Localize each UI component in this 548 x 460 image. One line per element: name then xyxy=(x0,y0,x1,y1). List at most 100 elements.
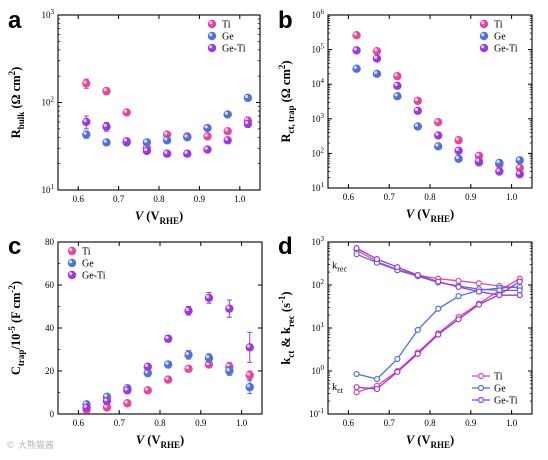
data-point-Ge xyxy=(142,138,152,147)
data-point-Ge xyxy=(393,91,402,101)
data-point-Ge-Ti-rec xyxy=(394,264,401,271)
data-point-Ge-Ti xyxy=(223,136,232,145)
data-point-Ti-highlight xyxy=(165,376,169,380)
x-tick-label: 0.6 xyxy=(343,192,355,202)
data-point-Ge-Ti-highlight xyxy=(83,404,87,408)
x-tick-label: 0.8 xyxy=(154,418,166,428)
x-tick-label: 0.7 xyxy=(384,192,396,202)
data-point-Ge-Ti-highlight xyxy=(455,147,459,151)
y-tick-label: 100 xyxy=(312,364,325,376)
x-axis-title: V (VRHE) xyxy=(135,209,183,226)
legend-label-Ti: Ti xyxy=(82,247,91,258)
data-point-Ti xyxy=(143,386,152,395)
data-point-Ge xyxy=(413,122,422,131)
legend-marker-Ge-Ti xyxy=(477,396,485,404)
data-point-Ge-Ti xyxy=(184,306,193,315)
legend-marker-Ge-Ti-highlight xyxy=(209,45,213,49)
data-point-Ge-highlight xyxy=(204,125,208,129)
data-point-Ge-Ti xyxy=(102,396,112,406)
y-axis-title: kct & krec (s-1) xyxy=(277,291,296,364)
data-point-Ge-highlight xyxy=(455,155,459,160)
data-point-Ge-Ti xyxy=(143,362,152,371)
data-point-Ge-ct xyxy=(455,293,462,300)
data-point-Ti-highlight xyxy=(374,48,378,52)
panel-letter-b: b xyxy=(278,7,293,34)
data-point-Ge-Ti-highlight xyxy=(516,171,521,175)
data-point-Ge xyxy=(515,156,524,165)
y-tick-label: 80 xyxy=(45,237,55,247)
panel-d: d 0.6 0.7 0.8 0.9 1.0 10-1 100 101 102 103 V (VRHE)… xyxy=(277,233,533,450)
data-point-Ge-Ti-rec xyxy=(496,292,503,299)
panel-b: b 0.6 0.7 0.8 0.9 1.0 101 102 103 104 105 106 V (VRH… xyxy=(277,7,533,224)
data-point-Ti-highlight xyxy=(124,400,128,404)
data-point-Ge-Ti-ct xyxy=(475,301,483,308)
data-point-Ge-Ti-highlight xyxy=(226,305,230,309)
data-point-Ge-Ti xyxy=(372,54,382,63)
data-point-Ti-highlight xyxy=(476,152,480,157)
data-point-Ti-highlight xyxy=(435,119,439,123)
data-point-Ge-highlight xyxy=(103,139,107,143)
legend-marker-Ti xyxy=(67,246,77,256)
data-point-Ge xyxy=(102,138,111,147)
y-tick-label: 0 xyxy=(50,409,55,419)
data-point-Ge-ct xyxy=(414,326,421,334)
y-tick-label: 40 xyxy=(45,323,55,333)
data-layer xyxy=(82,292,254,414)
data-point-Ge-Ti-highlight xyxy=(353,47,357,51)
data-point-Ti-highlight xyxy=(164,131,168,135)
x-tick-label: 0.8 xyxy=(424,418,436,428)
legend-marker-Ge-Ti-highlight xyxy=(481,45,485,49)
x-tick-label: 0.6 xyxy=(343,418,355,428)
data-point-Ge-Ti-rec xyxy=(353,245,360,252)
x-tick-label: 0.7 xyxy=(113,194,125,204)
legend-marker-Ti-highlight xyxy=(481,21,485,25)
data-point-Ge-Ti-rec xyxy=(475,288,483,295)
data-point-Ge-Ti-ct xyxy=(414,350,421,357)
data-point-Ti xyxy=(122,108,131,117)
data-point-Ti xyxy=(393,72,402,81)
data-point-Ti-rec xyxy=(475,280,483,287)
data-point-Ti-highlight xyxy=(516,165,521,169)
data-point-Ge-highlight xyxy=(143,139,148,143)
data-point-Ge-Ti-highlight xyxy=(184,150,188,154)
data-point-Ge xyxy=(204,353,214,363)
legend-marker-Ge-Ti xyxy=(67,270,77,280)
x-tick-label: 0.8 xyxy=(424,192,436,202)
data-layer xyxy=(82,78,253,158)
x-tick-label: 0.6 xyxy=(73,194,85,204)
data-point-Ge xyxy=(454,154,463,163)
x-tick-label: 0.9 xyxy=(195,418,207,428)
data-point-Ge-Ti xyxy=(245,343,254,352)
data-point-Ge xyxy=(433,142,443,151)
data-point-Ge-Ti xyxy=(495,167,504,176)
legend-marker-Ge-highlight xyxy=(209,33,213,37)
data-point-Ge-Ti xyxy=(123,386,132,395)
data-point-Ge-Ti-rec xyxy=(455,283,462,291)
legend-marker-Ge xyxy=(479,31,489,41)
x-tick-label: 0.7 xyxy=(114,418,126,428)
legend-marker-Ge xyxy=(207,31,217,41)
data-point-Ti xyxy=(245,371,254,380)
annotation-ct: kct xyxy=(332,382,344,395)
y-tick-label: 102 xyxy=(312,278,325,290)
data-point-Ti-highlight xyxy=(455,137,459,141)
data-point-Ge-Ti xyxy=(225,304,234,313)
data-point-Ge-Ti-highlight xyxy=(435,132,439,136)
data-point-Ge-highlight xyxy=(244,94,249,99)
data-point-Ti-ct xyxy=(353,389,360,396)
data-point-Ti xyxy=(203,132,212,141)
legend-label-Ge: Ge xyxy=(494,384,506,395)
legend-marker-Ti xyxy=(477,372,485,380)
data-point-Ti-highlight xyxy=(353,32,357,36)
data-point-Ge-Ti-highlight xyxy=(414,107,419,112)
y-tick-label: 103 xyxy=(42,8,55,20)
data-point-Ge-ct xyxy=(394,355,401,363)
data-point-Ge-Ti-highlight xyxy=(144,363,149,367)
x-axis-title: V (VRHE) xyxy=(406,207,454,224)
data-point-Ge-highlight xyxy=(246,384,251,388)
data-layer xyxy=(352,31,524,179)
legend-label-Ge-Ti: Ge-Ti xyxy=(494,44,518,55)
data-point-Ge-highlight xyxy=(165,361,169,365)
y-tick-label: 103 xyxy=(312,112,325,124)
y-tick-label: 103 xyxy=(312,235,325,247)
